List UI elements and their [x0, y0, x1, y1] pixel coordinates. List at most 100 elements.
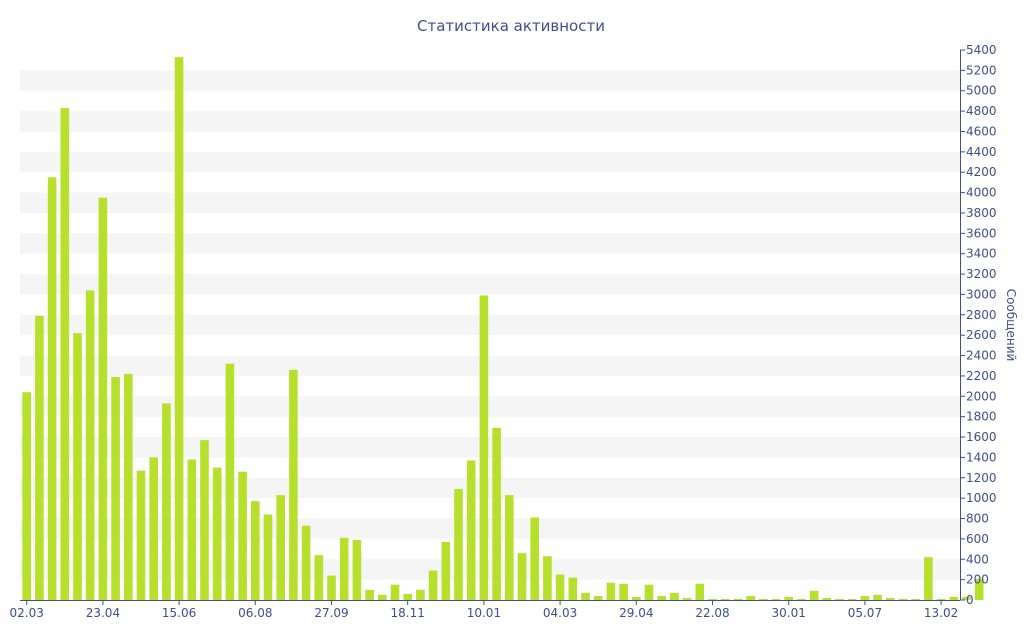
grid-band [20, 192, 960, 213]
bar [720, 598, 730, 600]
bar [301, 525, 311, 600]
bar [759, 598, 768, 600]
bar [568, 577, 578, 600]
x-tick-label: 04.03 [543, 606, 577, 620]
y-tick-label: 5000 [966, 84, 997, 98]
bar [695, 583, 705, 600]
x-tick-label: 05.07 [848, 606, 882, 620]
y-tick-label: 5400 [966, 43, 997, 57]
bar [657, 595, 666, 600]
x-tick-label: 15.06 [162, 606, 196, 620]
grid-band [20, 477, 960, 499]
bar [593, 595, 603, 600]
bar [708, 598, 717, 600]
bar [530, 517, 539, 600]
bar [949, 596, 959, 600]
bar [428, 570, 438, 600]
bar [136, 470, 146, 600]
bar [162, 403, 171, 600]
bar [378, 594, 387, 600]
bar [733, 598, 743, 600]
bar [35, 315, 44, 600]
bar [441, 541, 451, 600]
y-tick-label: 800 [966, 512, 989, 526]
y-tick-label: 0 [966, 593, 974, 607]
bar [60, 108, 70, 601]
bar [860, 595, 870, 600]
y-tick-label: 4400 [966, 145, 997, 159]
y-tick-label: 2800 [966, 308, 997, 322]
bar [73, 333, 82, 600]
bar [466, 460, 476, 600]
y-tick-label: 3600 [966, 226, 997, 240]
bar [873, 594, 882, 600]
bar [238, 471, 247, 600]
y-tick-label: 4200 [966, 165, 997, 179]
x-tick-label: 22.08 [695, 606, 729, 620]
y-axis-label: Сообщений [1004, 289, 1018, 362]
bar [174, 57, 184, 600]
bar [276, 495, 285, 600]
y-tick-label: 3000 [966, 287, 997, 301]
y-tick-label: 600 [966, 532, 989, 546]
x-tick-label: 06.08 [238, 606, 272, 620]
bar [962, 596, 971, 600]
grid-band [20, 437, 960, 458]
bar [847, 598, 857, 600]
x-tick-label: 23.04 [86, 606, 120, 620]
grid-bands [20, 70, 960, 580]
bar [835, 598, 844, 600]
bar [924, 557, 933, 600]
bar [517, 553, 527, 600]
bar [746, 595, 755, 600]
bar [682, 597, 692, 600]
bar [200, 440, 209, 600]
bar [632, 596, 641, 600]
bar [898, 598, 908, 600]
y-tick-label: 1000 [966, 491, 997, 505]
bar [111, 376, 120, 600]
y-tick-label: 4800 [966, 104, 997, 118]
grid-band [20, 70, 960, 91]
bar [187, 459, 197, 600]
bar [555, 574, 565, 600]
bar [974, 578, 984, 600]
grid-band [20, 151, 960, 173]
bar [670, 592, 679, 600]
bar [606, 582, 616, 600]
x-tick-label: 13.02 [924, 606, 958, 620]
y-tick-label: 2000 [966, 389, 997, 403]
bar [581, 592, 590, 600]
x-tick-label: 30.01 [772, 606, 806, 620]
y-tick-label: 3400 [966, 247, 997, 261]
bar [809, 590, 819, 600]
bar [47, 177, 57, 600]
bar [771, 598, 781, 600]
bar [911, 598, 920, 600]
bars-group [22, 57, 984, 601]
axes-group: 0 200 400 600 800 1000 1200 1400 1600 1800 2000 220… [10, 43, 997, 620]
bar [212, 467, 222, 600]
y-tick-label: 1200 [966, 471, 997, 485]
bar [505, 495, 514, 600]
y-tick-label: 2600 [966, 328, 997, 342]
bar [822, 597, 832, 600]
bar [124, 373, 133, 600]
bar [403, 593, 412, 600]
grid-band [20, 314, 960, 336]
x-tick-label: 18.11 [391, 606, 425, 620]
y-tick-label: 1600 [966, 430, 997, 444]
y-tick-label: 4000 [966, 186, 997, 200]
bar [784, 596, 793, 600]
y-tick-label: 2400 [966, 349, 997, 363]
grid-band [20, 274, 960, 295]
grid-band [20, 355, 960, 376]
y-tick-label: 200 [966, 573, 989, 587]
x-tick-label: 29.04 [619, 606, 653, 620]
y-tick-label: 4600 [966, 124, 997, 138]
bar [416, 589, 425, 600]
y-tick-label: 1800 [966, 410, 997, 424]
bar [263, 514, 273, 600]
bar [365, 589, 374, 600]
bar [149, 457, 158, 600]
